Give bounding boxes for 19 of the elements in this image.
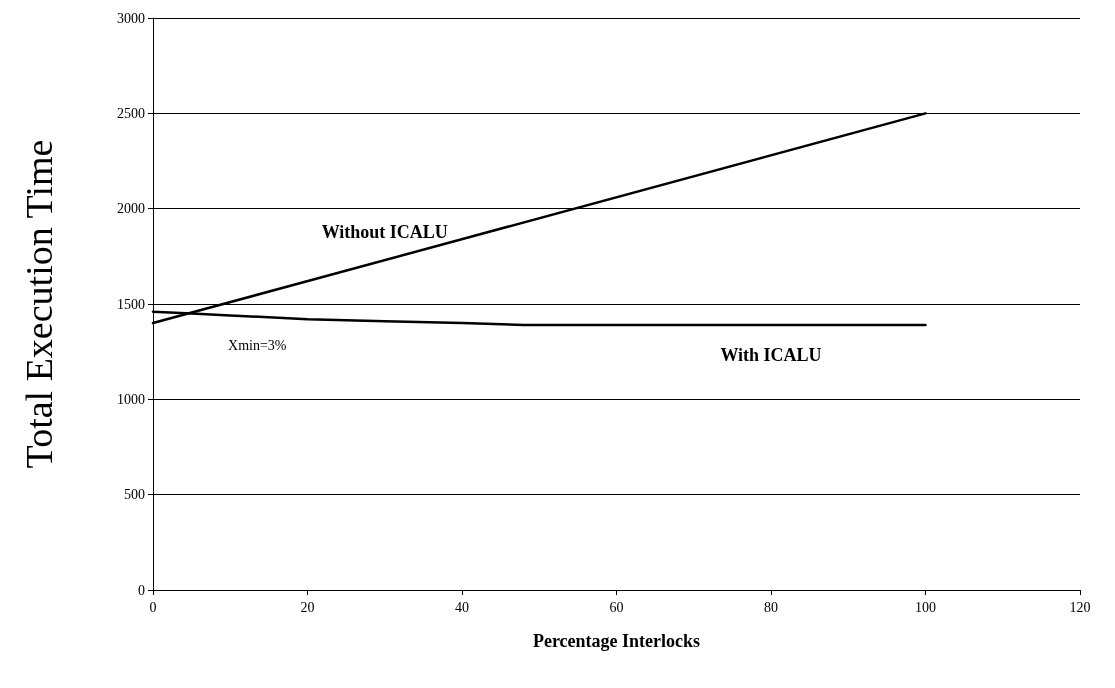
series-label: With ICALU	[720, 345, 822, 366]
x-tick-label: 80	[764, 599, 778, 615]
x-tick-label: 120	[1069, 599, 1091, 615]
y-tick-label: 1500	[117, 296, 145, 312]
y-tick-label: 2000	[117, 201, 145, 217]
x-axis-title: Percentage Interlocks	[532, 631, 701, 651]
series-label: Without ICALU	[321, 221, 448, 242]
annotation: Xmin=3%	[228, 338, 287, 354]
y-tick-label: 2500	[117, 105, 145, 121]
x-tick-label: 40	[455, 599, 469, 615]
x-tick-label: 60	[609, 599, 624, 615]
x-tick-label: 100	[915, 599, 936, 615]
x-tick-label: 0	[149, 599, 157, 615]
y-tick-label: 1000	[117, 391, 145, 407]
x-tick-label: 20	[300, 599, 315, 615]
y-tick-label: 500	[124, 487, 145, 503]
y-axis-title: Total Execution Time	[18, 139, 60, 469]
y-tick-label: 3000	[117, 10, 145, 26]
y-tick-label: 0	[138, 582, 145, 598]
